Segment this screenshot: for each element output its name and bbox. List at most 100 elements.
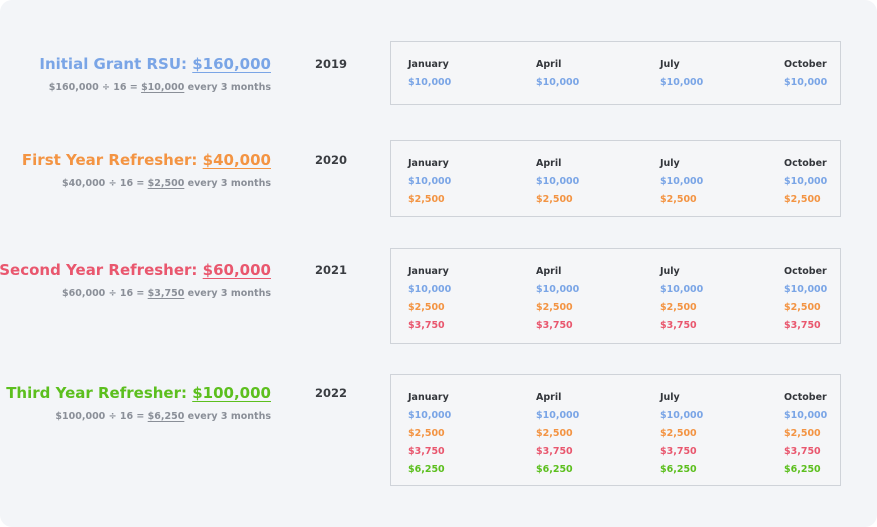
vest-value: $3,750 xyxy=(660,446,697,457)
month-label: October xyxy=(784,59,827,70)
month-label: July xyxy=(660,392,680,403)
month-column-april: April $10,000 $2,500 xyxy=(536,158,579,206)
month-column-october: October $10,000 $2,500 $3,750 xyxy=(784,266,827,332)
grant-label: Second Year Refresher: xyxy=(0,261,198,279)
formula-post: every 3 months xyxy=(187,411,271,422)
grant-year: 2021 xyxy=(315,263,348,277)
grant-year: 2019 xyxy=(315,57,348,71)
grant-title: Second Year Refresher: $60,000 xyxy=(0,261,271,279)
month-label: July xyxy=(660,158,680,169)
grant-summary: Third Year Refresher: $100,000 $100,000 … xyxy=(6,384,271,423)
vest-value: $6,250 xyxy=(536,464,573,475)
grant-formula: $100,000 ÷ 16 = $6,250 every 3 months xyxy=(6,411,271,423)
vest-value: $3,750 xyxy=(536,446,573,457)
vest-value: $10,000 xyxy=(784,77,828,88)
month-label: January xyxy=(408,158,449,169)
month-label: July xyxy=(660,59,680,70)
grant-amount: $160,000 xyxy=(192,55,271,73)
vest-value: $2,500 xyxy=(784,302,821,313)
grant-title: Third Year Refresher: $100,000 xyxy=(6,384,271,402)
vest-value: $2,500 xyxy=(408,302,445,313)
formula-amount: $10,000 xyxy=(141,82,185,93)
vest-value: $3,750 xyxy=(408,320,445,331)
grant-formula: $40,000 ÷ 16 = $2,500 every 3 months xyxy=(22,178,271,190)
vest-value: $10,000 xyxy=(408,284,452,295)
vest-value: $10,000 xyxy=(660,284,704,295)
vest-value: $10,000 xyxy=(660,77,704,88)
vesting-box-2020: January $10,000 $2,500 April $10,000 $2,… xyxy=(390,140,841,217)
month-column-january: January $10,000 $2,500 xyxy=(408,158,451,206)
vesting-box-2021: January $10,000 $2,500 $3,750 April $10,… xyxy=(390,248,841,344)
month-label: October xyxy=(784,392,827,403)
grant-summary: Initial Grant RSU: $160,000 $160,000 ÷ 1… xyxy=(39,55,271,94)
vest-value: $10,000 xyxy=(536,284,580,295)
vest-value: $2,500 xyxy=(536,194,573,205)
vest-value: $3,750 xyxy=(660,320,697,331)
month-label: July xyxy=(660,266,680,277)
grant-year: 2020 xyxy=(315,153,348,167)
month-label: October xyxy=(784,266,827,277)
month-label: April xyxy=(536,158,562,169)
month-label: October xyxy=(784,158,827,169)
vest-value: $10,000 xyxy=(660,176,704,187)
vest-value: $2,500 xyxy=(660,428,697,439)
vest-value: $10,000 xyxy=(408,77,452,88)
month-label: January xyxy=(408,392,449,403)
vest-value: $3,750 xyxy=(784,320,821,331)
vest-value: $3,750 xyxy=(536,320,573,331)
month-label: January xyxy=(408,266,449,277)
month-column-october: October $10,000 $2,500 $3,750 $6,250 xyxy=(784,392,827,476)
vest-value: $10,000 xyxy=(536,410,580,421)
grant-summary: First Year Refresher: $40,000 $40,000 ÷ … xyxy=(22,151,271,190)
month-column-july: July $10,000 $2,500 $3,750 xyxy=(660,266,703,332)
vest-value: $2,500 xyxy=(408,194,445,205)
grant-amount: $40,000 xyxy=(202,151,271,169)
month-column-january: January $10,000 $2,500 $3,750 xyxy=(408,266,451,332)
vest-value: $10,000 xyxy=(536,176,580,187)
formula-amount: $6,250 xyxy=(147,411,185,422)
vesting-box-2022: January $10,000 $2,500 $3,750 $6,250 Apr… xyxy=(390,374,841,486)
vest-value: $2,500 xyxy=(536,302,573,313)
month-column-july: July $10,000 $2,500 $3,750 $6,250 xyxy=(660,392,703,476)
month-column-october: October $10,000 xyxy=(784,59,827,89)
grant-formula: $160,000 ÷ 16 = $10,000 every 3 months xyxy=(39,82,271,94)
vest-value: $6,250 xyxy=(784,464,821,475)
vest-value: $3,750 xyxy=(784,446,821,457)
month-column-july: July $10,000 $2,500 xyxy=(660,158,703,206)
vest-value: $2,500 xyxy=(408,428,445,439)
vest-value: $10,000 xyxy=(784,410,828,421)
month-column-april: April $10,000 xyxy=(536,59,579,89)
vest-value: $10,000 xyxy=(536,77,580,88)
month-column-january: January $10,000 xyxy=(408,59,451,89)
month-column-july: July $10,000 xyxy=(660,59,703,89)
formula-post: every 3 months xyxy=(187,288,271,299)
vest-value: $10,000 xyxy=(784,284,828,295)
vest-value: $6,250 xyxy=(660,464,697,475)
grant-amount: $100,000 xyxy=(192,384,271,402)
grant-summary: Second Year Refresher: $60,000 $60,000 ÷… xyxy=(0,261,271,300)
grant-label: Initial Grant RSU: xyxy=(39,55,187,73)
vest-value: $2,500 xyxy=(536,428,573,439)
vest-value: $10,000 xyxy=(408,410,452,421)
formula-post: every 3 months xyxy=(187,82,271,93)
vest-value: $10,000 xyxy=(408,176,452,187)
month-label: April xyxy=(536,59,562,70)
grant-title: First Year Refresher: $40,000 xyxy=(22,151,271,169)
vest-value: $2,500 xyxy=(660,302,697,313)
grant-year: 2022 xyxy=(315,386,348,400)
formula-pre: $60,000 ÷ 16 = xyxy=(62,288,145,299)
formula-pre: $40,000 ÷ 16 = xyxy=(62,178,145,189)
month-label: January xyxy=(408,59,449,70)
month-column-april: April $10,000 $2,500 $3,750 $6,250 xyxy=(536,392,579,476)
grant-title: Initial Grant RSU: $160,000 xyxy=(39,55,271,73)
grant-label: Third Year Refresher: xyxy=(6,384,187,402)
vest-value: $3,750 xyxy=(408,446,445,457)
month-column-january: January $10,000 $2,500 $3,750 $6,250 xyxy=(408,392,451,476)
month-column-april: April $10,000 $2,500 $3,750 xyxy=(536,266,579,332)
grant-formula: $60,000 ÷ 16 = $3,750 every 3 months xyxy=(0,288,271,300)
vesting-box-2019: January $10,000 April $10,000 July $10,0… xyxy=(390,41,841,105)
month-label: April xyxy=(536,392,562,403)
vest-value: $2,500 xyxy=(784,194,821,205)
formula-amount: $3,750 xyxy=(147,288,185,299)
